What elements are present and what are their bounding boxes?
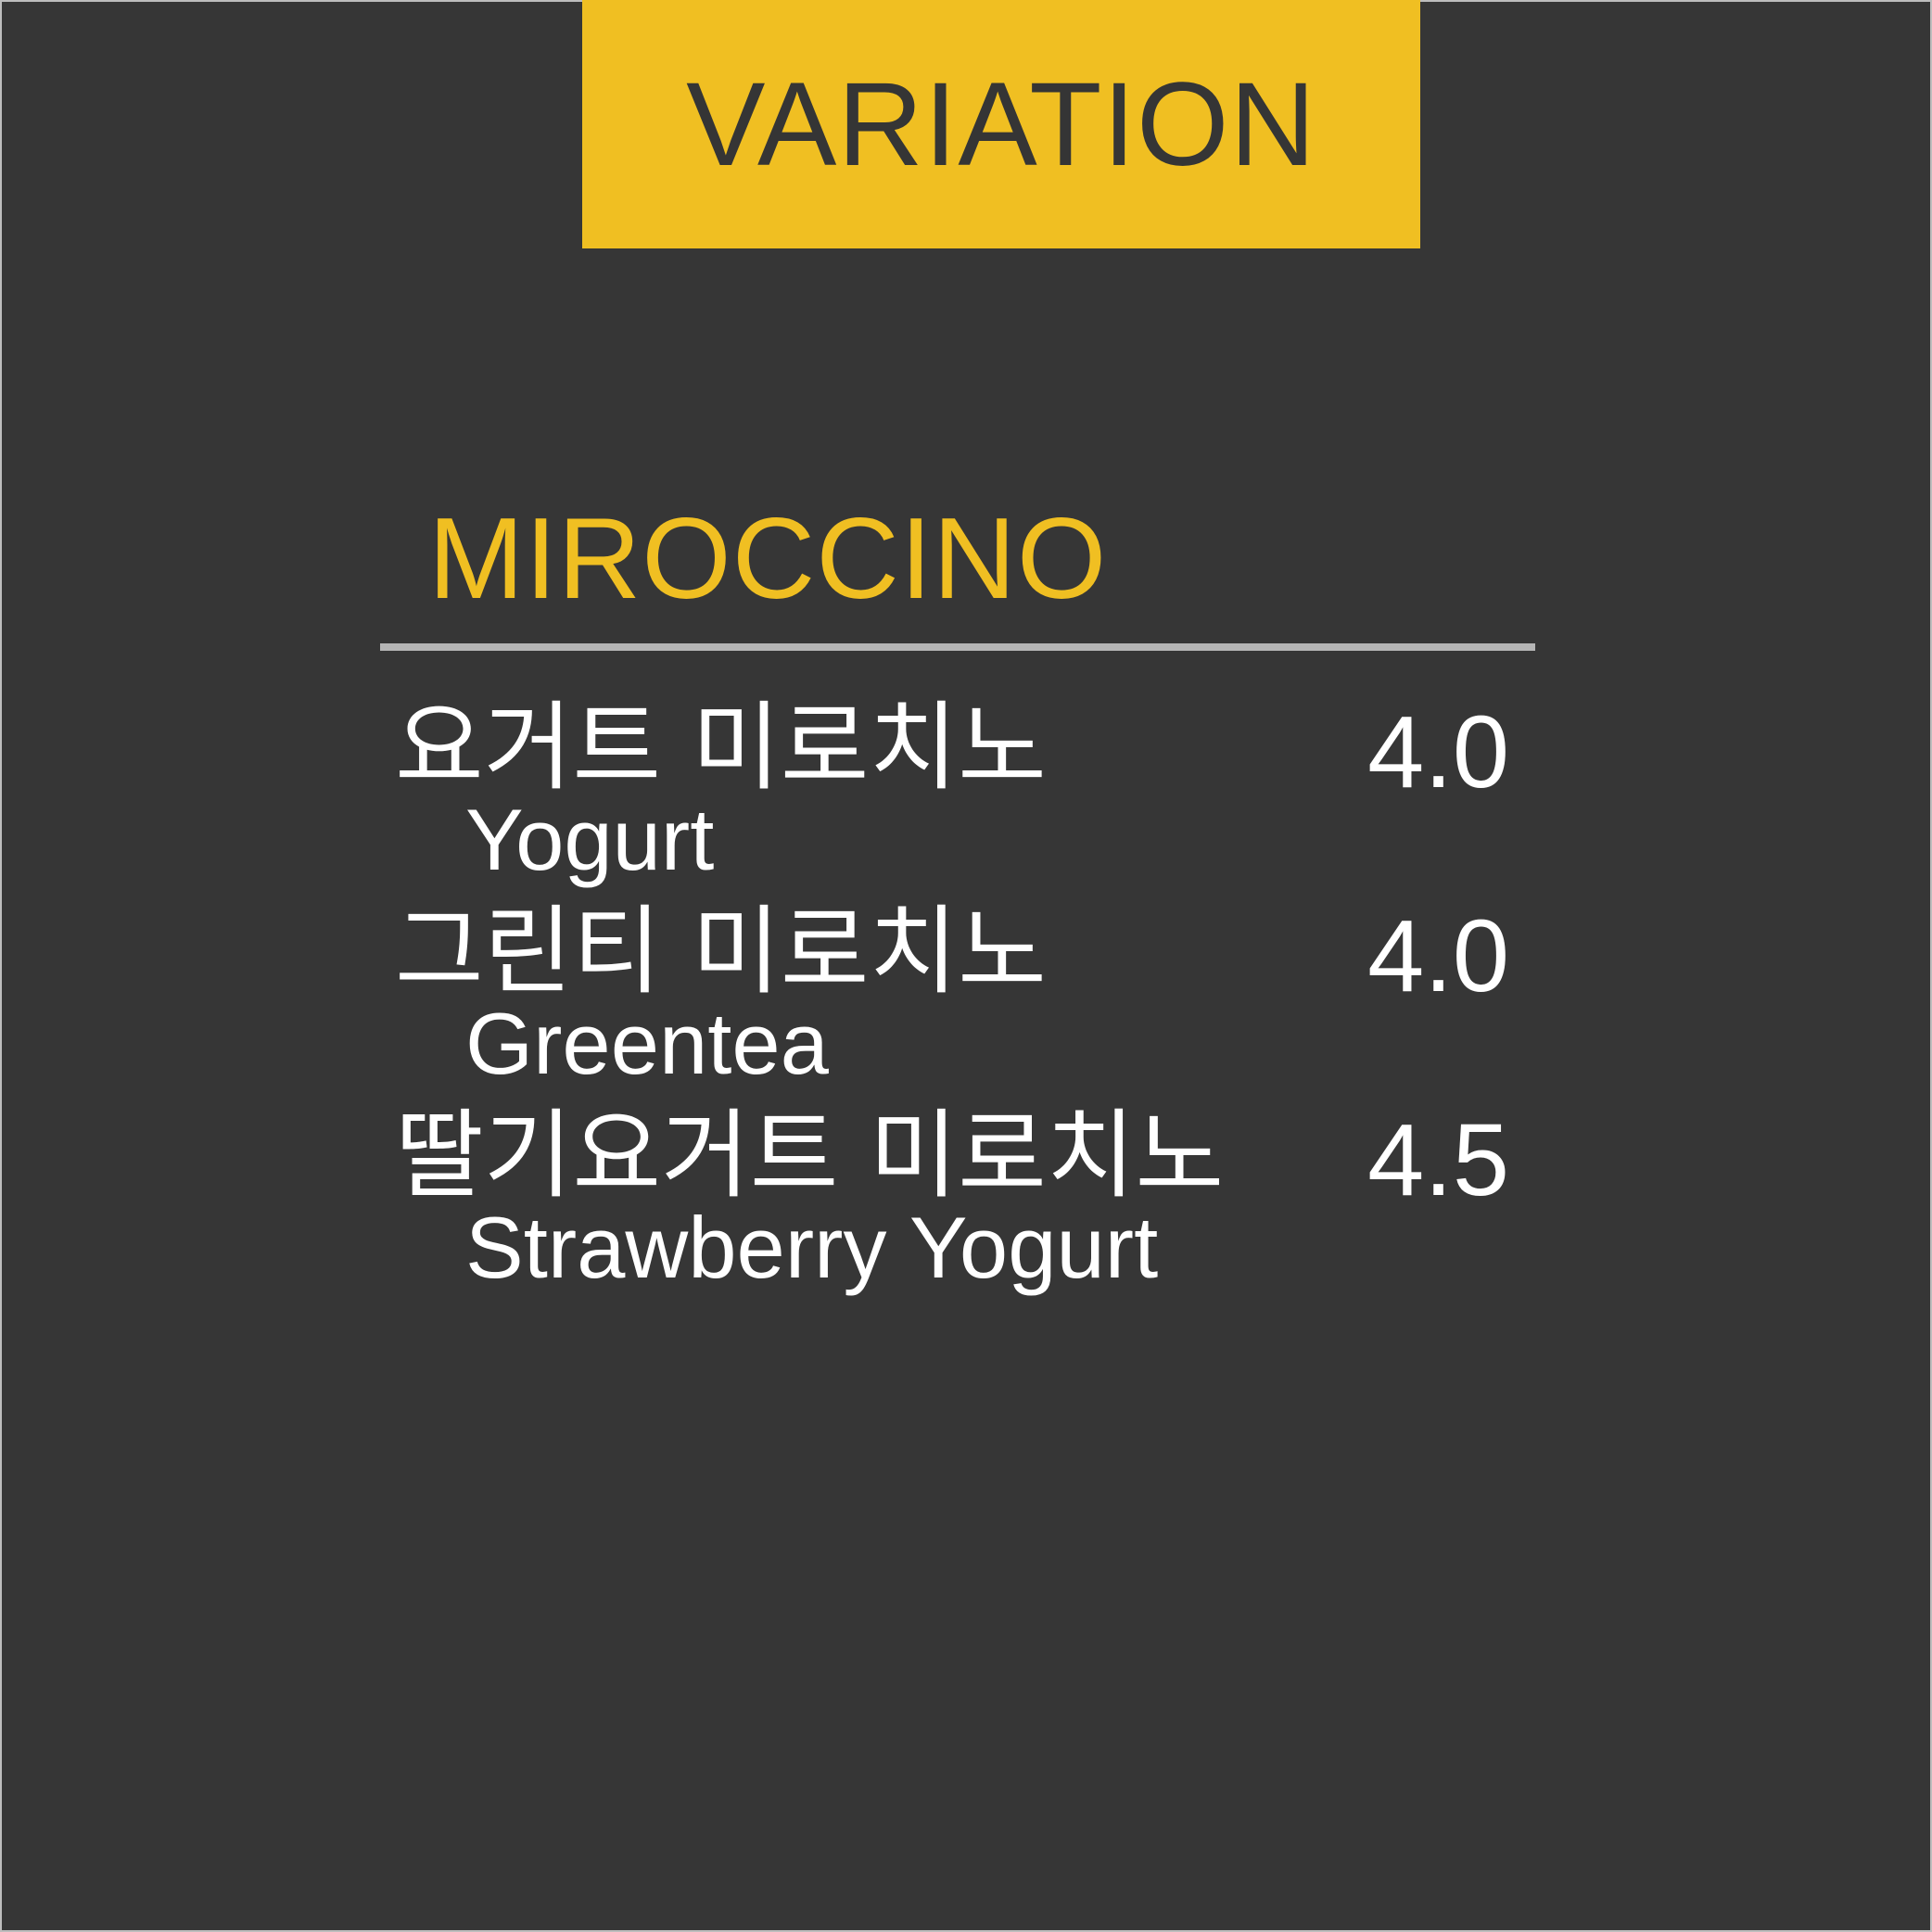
menu-item-price: 4.0 (1367, 695, 1509, 809)
header-title: VARIATION (686, 58, 1316, 191)
menu-item-price: 4.5 (1367, 1103, 1509, 1217)
menu-item-english-name: Strawberry Yogurt (465, 1199, 1159, 1296)
menu-item-english-name: Yogurt (465, 791, 715, 888)
section-title: MIROCCINO (428, 495, 1108, 623)
menu-item-korean-name: 그린티 미로치노 (395, 895, 1047, 1008)
menu-item-korean-name: 요거트 미로치노 (395, 691, 1047, 804)
menu-item-price: 4.0 (1367, 899, 1509, 1013)
menu-item-english-name: Greentea (465, 995, 829, 1092)
menu-item-korean-name: 딸기요거트 미로치노 (395, 1099, 1225, 1212)
header-banner: VARIATION (582, 0, 1420, 248)
section-divider (380, 643, 1535, 651)
